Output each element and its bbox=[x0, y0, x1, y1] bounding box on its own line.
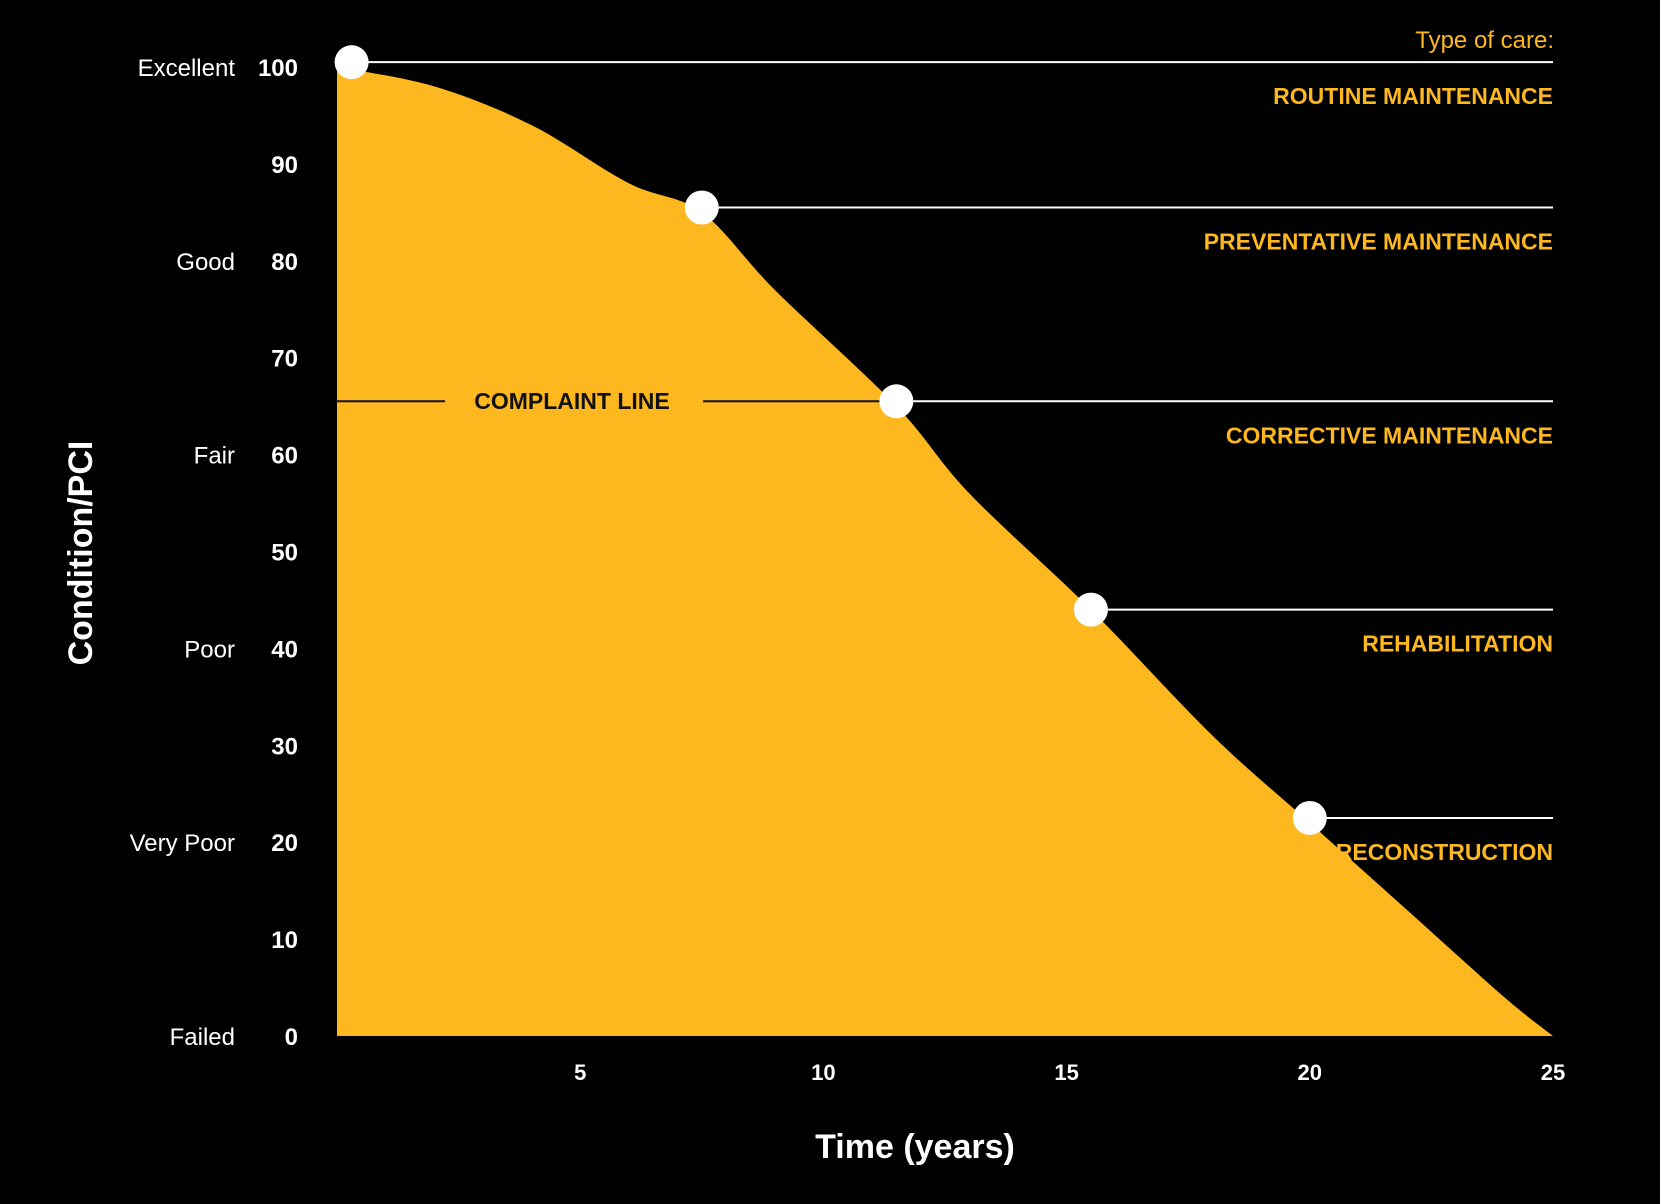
care-stage-label: ROUTINE MAINTENANCE bbox=[1273, 83, 1553, 109]
care-stage-labels: ROUTINE MAINTENANCE PREVENTATIVE MAINTENA… bbox=[1204, 83, 1553, 865]
y-tick-label: 70 bbox=[271, 346, 298, 373]
stage-markers-layer bbox=[334, 45, 1327, 835]
x-tick-label: 20 bbox=[1298, 1060, 1322, 1085]
care-stage-label: CORRECTIVE MAINTENANCE bbox=[1226, 422, 1553, 448]
y-tick-label: 80 bbox=[271, 249, 298, 276]
stage-marker bbox=[879, 384, 914, 419]
y-axis-title: Condition/PCI bbox=[62, 441, 100, 666]
y-tick-label: 0 bbox=[285, 1024, 298, 1051]
complaint-line-label: COMPLAINT LINE bbox=[474, 388, 670, 414]
stage-marker bbox=[334, 45, 369, 80]
x-tick-label: 25 bbox=[1541, 1060, 1565, 1085]
x-tick-labels: 5 10 15 20 25 bbox=[574, 1060, 1565, 1085]
y-tick-label: 30 bbox=[271, 733, 298, 760]
y-tick-label: 50 bbox=[271, 540, 298, 567]
care-stage-label: PREVENTATIVE MAINTENANCE bbox=[1204, 229, 1553, 255]
care-title: Type of care: bbox=[1415, 27, 1554, 54]
y-tick-label: 90 bbox=[271, 152, 298, 179]
condition-label: Failed bbox=[170, 1024, 235, 1051]
condition-area bbox=[337, 67, 1553, 1036]
stage-marker bbox=[1292, 800, 1327, 835]
stage-marker bbox=[684, 190, 719, 225]
stage-marker bbox=[1073, 592, 1108, 627]
condition-label: Excellent bbox=[138, 55, 236, 82]
area-layer bbox=[337, 67, 1553, 1036]
x-tick-label: 5 bbox=[574, 1060, 586, 1085]
x-tick-label: 15 bbox=[1054, 1060, 1078, 1085]
stage-lines-layer bbox=[337, 61, 1553, 819]
condition-label: Poor bbox=[184, 636, 235, 663]
care-stage-label: REHABILITATION bbox=[1362, 631, 1553, 657]
y-tick-label: 40 bbox=[271, 636, 298, 663]
x-tick-label: 10 bbox=[811, 1060, 835, 1085]
condition-label: Very Poor bbox=[130, 830, 235, 857]
care-stage-label: RECONSTRUCTION bbox=[1336, 839, 1553, 865]
condition-label: Good bbox=[176, 249, 235, 276]
x-axis-title: Time (years) bbox=[815, 1128, 1015, 1166]
y-tick-label: 20 bbox=[271, 830, 298, 857]
y-tick-label: 60 bbox=[271, 443, 298, 470]
y-tick-label: 10 bbox=[271, 927, 298, 954]
y-tick-label: 100 bbox=[258, 55, 298, 82]
condition-labels: Excellent Good Fair Poor Very Poor Failed bbox=[130, 55, 236, 1051]
condition-label: Fair bbox=[194, 443, 235, 470]
